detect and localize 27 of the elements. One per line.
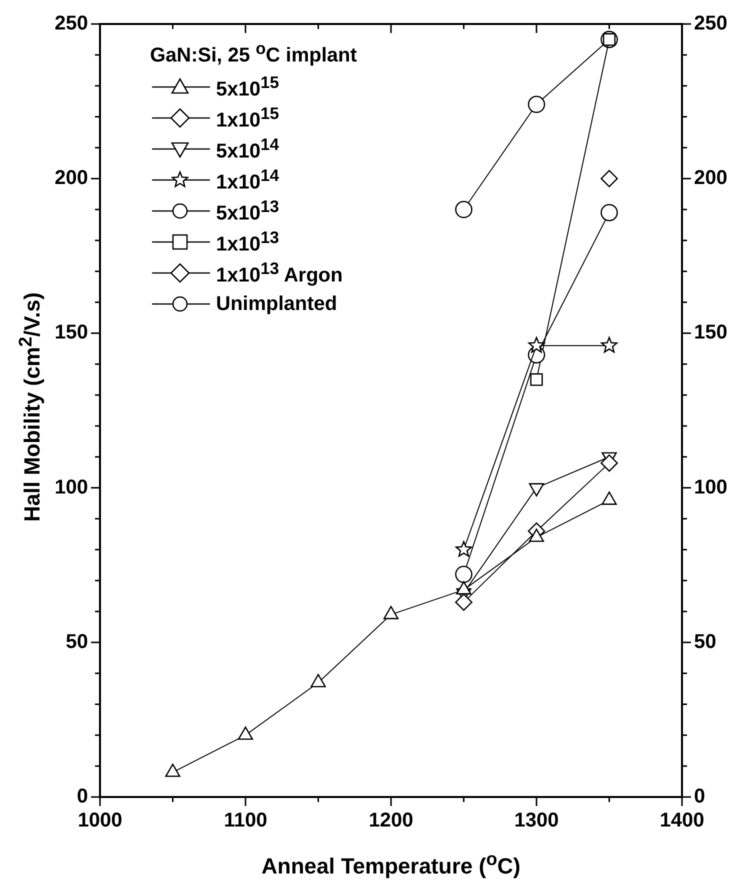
y-tick-label: 100	[54, 476, 88, 498]
y2-tick-label: 250	[694, 12, 728, 35]
x-tick-label: 1000	[78, 810, 122, 832]
x-tick-label: 1100	[224, 810, 268, 832]
x-axis-title: Anneal Temperature ($^{o}$C)	[260, 848, 522, 880]
legend-label: 1x10$^{13}$	[216, 228, 280, 256]
y-tick-label: 50	[66, 630, 88, 653]
legend-label: 1x10$^{14}$	[216, 166, 280, 194]
legend-title: GaN:Si, 25 $^{o}$C implant	[150, 39, 357, 68]
legend-label: 5x10$^{15}$	[216, 72, 280, 102]
y-tick-label: 250	[54, 12, 88, 35]
y2-tick-label: 150	[694, 322, 728, 344]
y2-tick-label: 100	[694, 476, 728, 498]
y-tick-label: 0	[76, 786, 88, 808]
y2-tick-label: 0	[694, 786, 706, 808]
y-tick-label: 200	[54, 167, 88, 190]
legend-label: 1x10$^{13}$ Argon	[216, 258, 343, 288]
legend-label: 5x10$^{14}$	[216, 134, 280, 164]
legend-label: 5x10$^{13}$	[216, 196, 280, 226]
y-tick-label: 150	[54, 322, 88, 344]
legend-label: Unimplanted	[216, 292, 338, 316]
x-tick-label: 1300	[514, 810, 559, 832]
y2-tick-label: 200	[694, 167, 728, 190]
x-tick-label: 1400	[660, 810, 704, 832]
y2-tick-label: 50	[694, 630, 716, 653]
x-tick-label: 1200	[368, 810, 414, 832]
legend-label: 1x10$^{15}$	[216, 104, 280, 132]
